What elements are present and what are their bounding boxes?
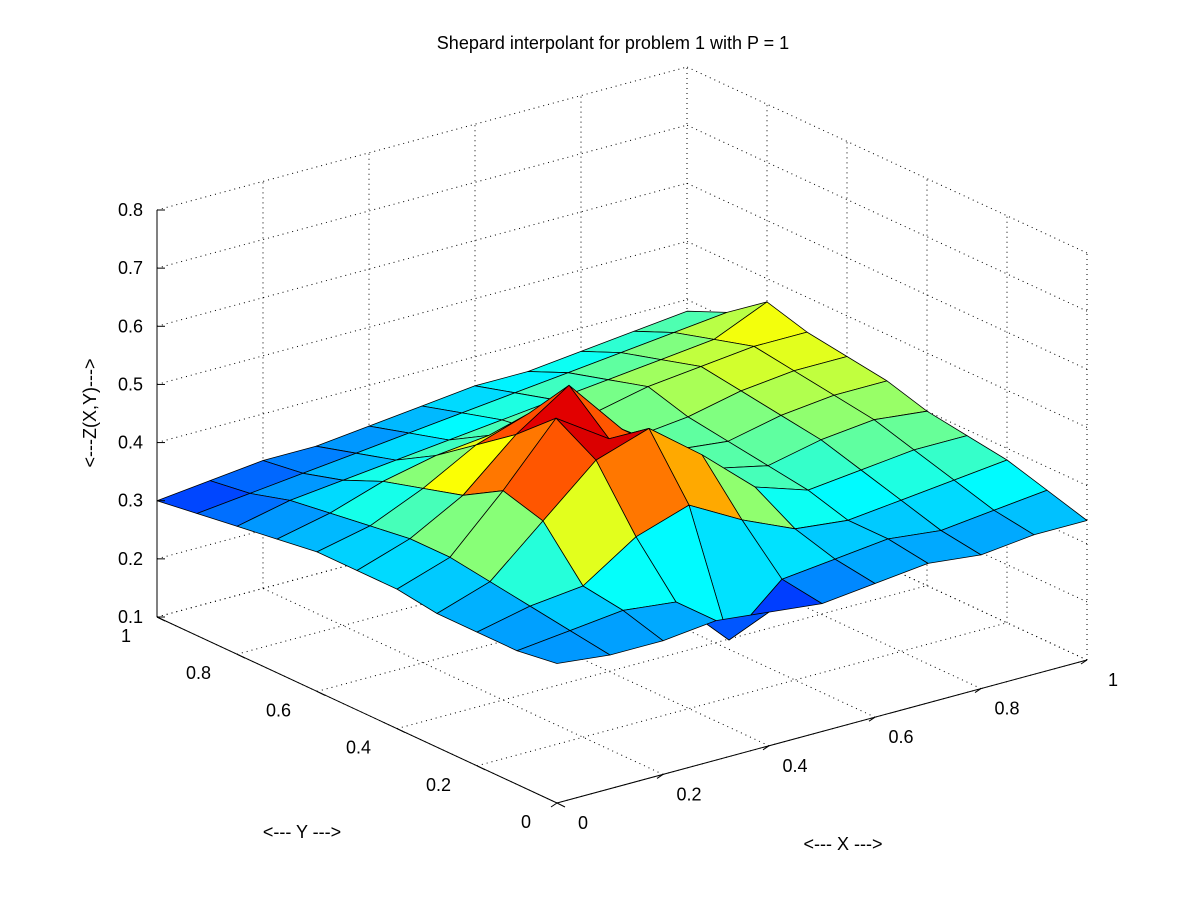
y-axis-label: <--- Y ---> [263, 822, 341, 842]
x-axis-label: <--- X ---> [804, 834, 883, 854]
z-tick-label: 0.8 [118, 200, 143, 220]
y-axis-line [156, 616, 558, 804]
y-tick-label: 0.4 [346, 738, 371, 758]
x-axis-line [556, 659, 1088, 804]
z-tick-label: 0.7 [118, 258, 143, 278]
x-tick-mark [550, 802, 558, 808]
z-tick-label: 0.4 [118, 433, 143, 453]
y-tick-mark [156, 616, 166, 622]
z-tick-label: 0.6 [118, 316, 143, 336]
y-tick-label: 0 [521, 812, 531, 832]
x-tick-mark [762, 745, 770, 751]
x-tick-label: 0.6 [888, 727, 913, 747]
y-tick-label: 1 [121, 626, 131, 646]
y-tick-mark [236, 653, 246, 659]
y-tick-label: 0.8 [186, 663, 211, 683]
z-tick-label: 0.1 [118, 607, 143, 627]
z-axis-label: <---Z(X,Y)---> [80, 359, 100, 468]
y-tick-mark [556, 802, 566, 808]
x-tick-label: 0 [578, 813, 588, 833]
side-wall-gridline [686, 124, 1088, 312]
x-tick-label: 0.4 [782, 756, 807, 776]
floor-gridline [262, 587, 664, 775]
x-tick-label: 1 [1108, 670, 1118, 690]
x-tick-label: 0.8 [994, 699, 1019, 719]
y-tick-label: 0.2 [426, 775, 451, 795]
side-wall-gridline [686, 182, 1088, 370]
x-tick-mark [1080, 659, 1088, 665]
x-tick-mark [974, 688, 982, 694]
surface-face [516, 630, 611, 664]
x-tick-label: 0.2 [676, 784, 701, 804]
x-tick-mark [868, 716, 876, 722]
z-tick-label: 0.3 [118, 491, 143, 511]
y-tick-mark [316, 690, 326, 696]
x-tick-mark [656, 773, 664, 779]
chart-title: Shepard interpolant for problem 1 with P… [437, 33, 789, 53]
tick-labels: 00.20.40.60.8100.20.40.60.810.10.20.30.4… [118, 200, 1118, 833]
y-tick-mark [396, 728, 406, 734]
z-tick-label: 0.2 [118, 549, 143, 569]
y-tick-mark [476, 765, 486, 771]
side-wall-gridline [686, 240, 1088, 428]
axes-frame [156, 209, 1088, 808]
y-tick-label: 0.6 [266, 700, 291, 720]
surface-mesh [156, 301, 1088, 664]
side-wall-gridline [686, 66, 1088, 254]
z-tick-label: 0.5 [118, 374, 143, 394]
